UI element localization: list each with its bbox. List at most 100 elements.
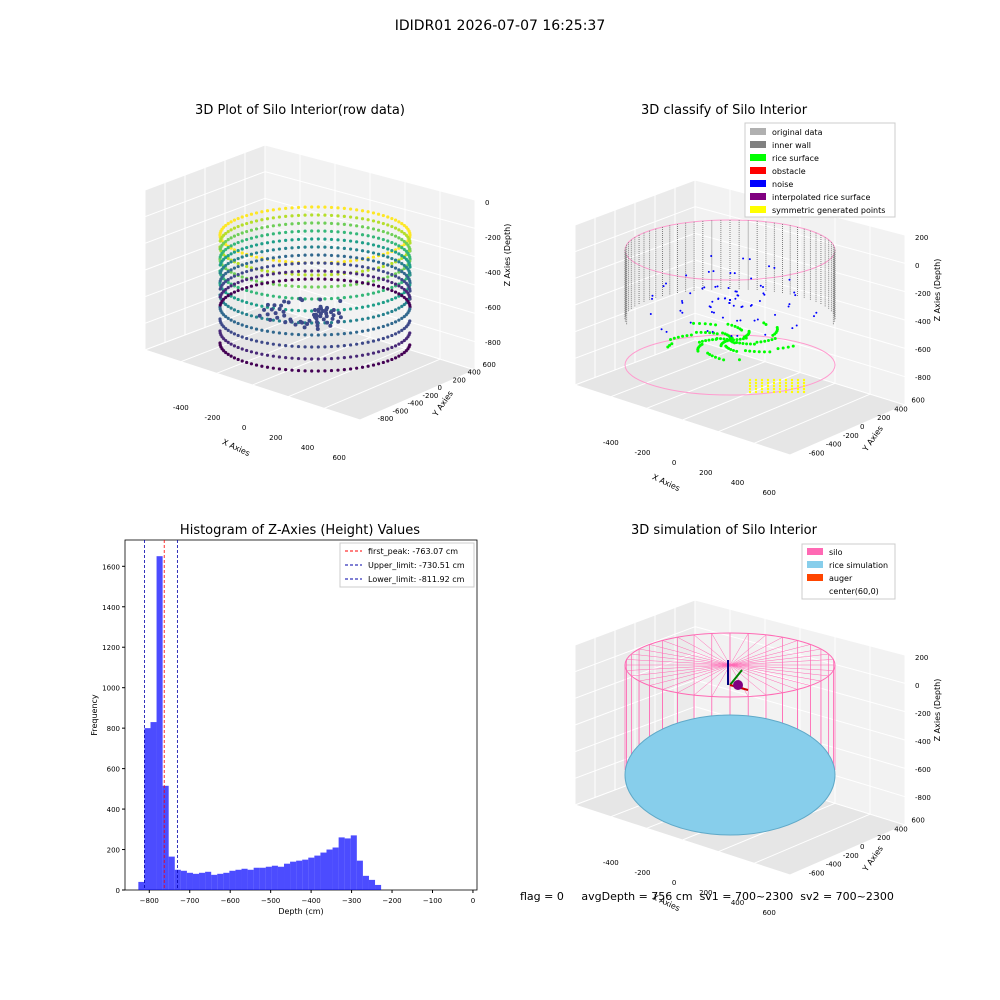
raw-data-point: [236, 309, 240, 314]
classify-noise-point: [711, 330, 714, 333]
raw-data-point: [316, 261, 320, 265]
raw-data-point: [408, 271, 412, 275]
raw-data-point: [218, 341, 222, 345]
raw-data-point: [342, 270, 346, 274]
raw-data-point: [249, 266, 254, 270]
raw-data-point: [348, 239, 353, 243]
raw-data-point: [393, 308, 398, 312]
classify-rice-point: [698, 321, 702, 325]
raw-data-point: [249, 362, 254, 366]
raw-data-point: [381, 324, 385, 329]
classify-legend-label: rice surface: [772, 154, 819, 163]
classify-rice-point: [733, 324, 737, 328]
raw-data-point: [371, 255, 376, 259]
raw-data-point: [381, 213, 385, 218]
classify-rice-point: [707, 338, 711, 342]
raw-data-point: [296, 245, 301, 250]
raw-data-point: [310, 273, 314, 277]
classify-noise-point: [712, 270, 715, 273]
raw-data-point: [397, 306, 401, 310]
raw-data-point: [316, 213, 320, 217]
raw-data-point: [254, 339, 259, 343]
raw-data-point: [393, 248, 398, 252]
raw-data-point: [386, 247, 390, 251]
classify-symmetric-point: [796, 390, 800, 394]
classify-symmetric-point: [772, 390, 776, 394]
raw-data-point: [402, 350, 406, 355]
sim-silo-roof-line: [649, 644, 731, 666]
raw-data-point: [324, 314, 329, 319]
raw-data-point: [318, 304, 323, 309]
histogram-bar: [205, 871, 212, 890]
raw-data-point: [226, 254, 230, 258]
histogram-bar: [241, 868, 248, 890]
histogram-bar: [344, 838, 351, 890]
raw-data-point: [408, 231, 412, 235]
histogram-bar: [223, 872, 230, 890]
raw-data-point: [290, 272, 294, 276]
raw-data-point: [366, 226, 370, 230]
classify-rice-point: [717, 357, 721, 361]
raw-data-point: [296, 277, 301, 282]
raw-data-point: [236, 357, 240, 362]
raw-data-point: [229, 306, 233, 310]
raw-data-point: [229, 236, 233, 240]
classify-rice-point: [752, 350, 756, 354]
raw-data-point: [355, 280, 359, 284]
classify-noise-point: [706, 330, 709, 333]
classify-noise-point: [709, 306, 712, 309]
raw-data-point: [348, 263, 353, 267]
raw-data-point: [348, 207, 353, 211]
classify-legend-label: obstacle: [772, 167, 806, 176]
raw-data-point: [236, 321, 240, 326]
raw-data-point: [296, 237, 301, 242]
classify-noise-point: [736, 334, 739, 337]
raw-data-point: [224, 271, 228, 276]
raw-data-point: [400, 246, 404, 250]
raw-data-point: [249, 252, 254, 256]
raw-data-point: [310, 253, 314, 257]
classify-legend: original data inner wall rice surface obsta…: [744, 122, 896, 218]
raw-data-point: [296, 221, 301, 226]
raw-data-point: [310, 261, 314, 265]
raw-data-point: [390, 345, 394, 350]
raw-data-point: [254, 243, 259, 247]
raw-data-point: [236, 232, 240, 237]
sim-auger-axis: [729, 669, 743, 686]
classify-symmetric-point: [766, 387, 770, 391]
raw-data-point: [355, 224, 359, 228]
raw-xtick-label: 600: [332, 454, 345, 462]
raw-ytick-label: -800: [378, 415, 394, 423]
raw-ytick-label: -600: [393, 407, 409, 415]
raw-data-point: [360, 225, 365, 229]
raw-data-point: [236, 280, 240, 285]
classify-symmetric-point: [748, 378, 752, 382]
raw-data-point: [397, 268, 401, 272]
raw-data-point: [240, 299, 244, 303]
raw-data-point: [323, 261, 327, 265]
raw-data-point: [232, 290, 237, 294]
classify-zlabel: Z Axies (Depth): [933, 259, 942, 322]
raw-data-point: [325, 320, 330, 325]
raw-data-point: [224, 239, 228, 244]
raw-data-point: [296, 213, 301, 218]
classify-symmetric-point: [760, 384, 764, 388]
classify-noise-point: [685, 274, 688, 277]
raw-data-point: [303, 237, 307, 241]
sim-legend-label: silo: [829, 548, 843, 557]
raw-data-point: [290, 222, 294, 226]
sim-xtick-label: 200: [699, 889, 712, 897]
classify-symmetric-point: [772, 387, 776, 391]
raw-data-point: [284, 260, 288, 264]
histogram-xtick-label: −500: [261, 897, 280, 905]
raw-data-point: [316, 345, 320, 349]
raw-ytick-label: -400: [408, 400, 424, 408]
raw-data-point: [254, 315, 259, 319]
raw-data-point: [224, 302, 228, 307]
classify-noise-point: [710, 310, 713, 313]
raw-data-point: [268, 317, 273, 322]
raw-data-point: [371, 363, 376, 367]
raw-data-point: [240, 263, 244, 267]
raw-data-point: [366, 266, 370, 270]
raw-data-point: [381, 237, 385, 242]
